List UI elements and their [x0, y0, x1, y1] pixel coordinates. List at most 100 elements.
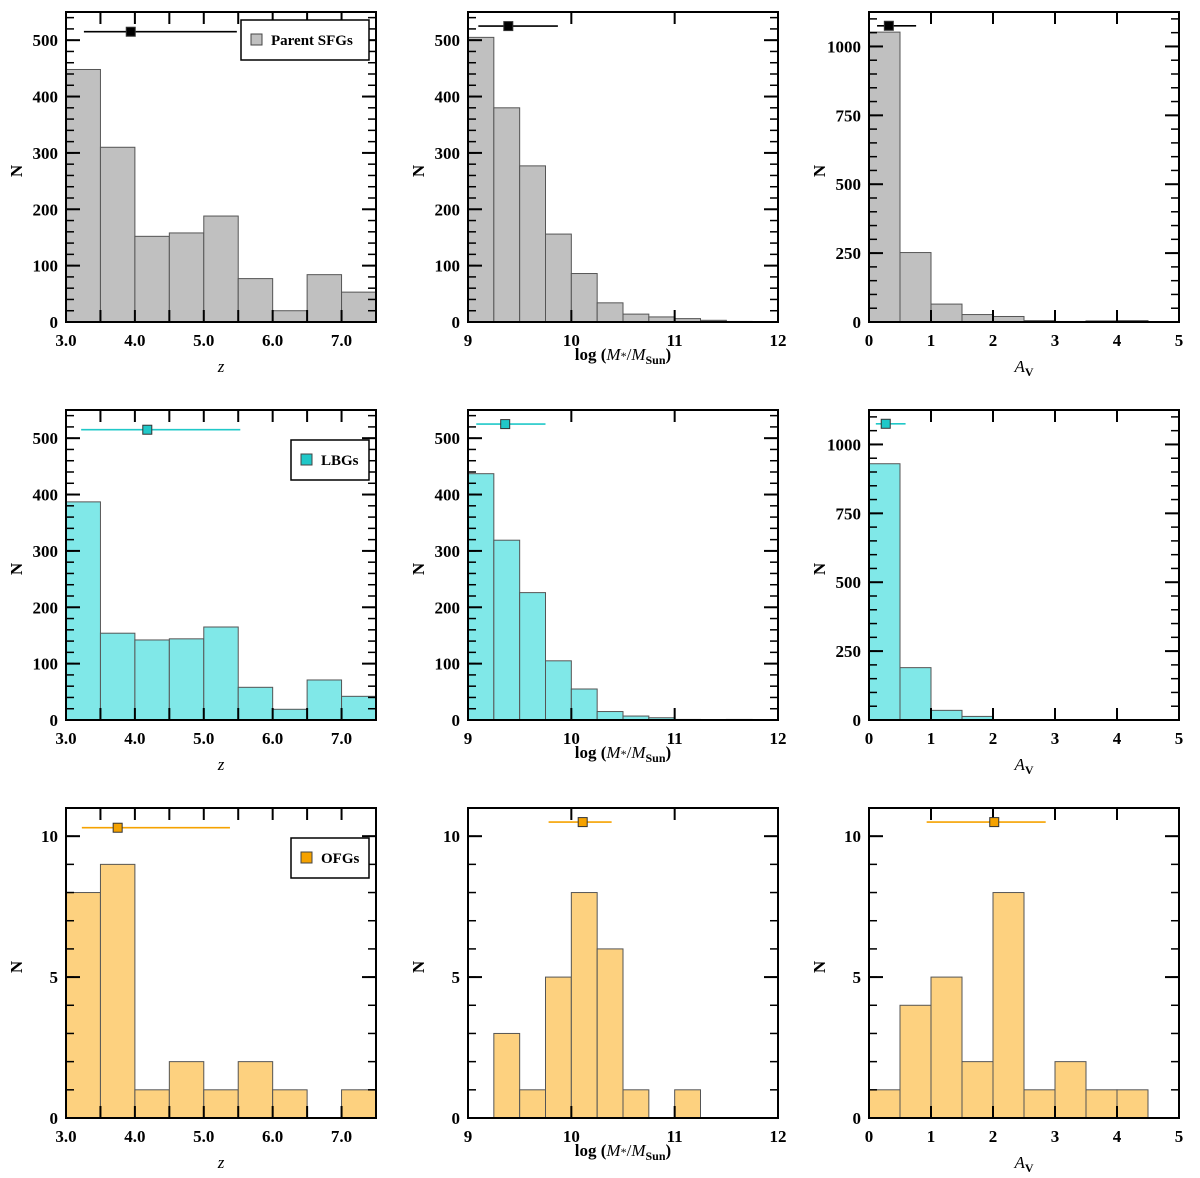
histogram-bar — [545, 660, 572, 721]
histogram-bar — [168, 638, 205, 721]
histogram-bar — [570, 273, 598, 323]
histogram-bar — [596, 948, 624, 1119]
histogram-bar — [203, 1089, 239, 1119]
x-tick-label: 7.0 — [331, 331, 352, 350]
y-axis-label: N — [409, 960, 428, 973]
legend-label: OFGs — [321, 851, 359, 867]
histogram-bar — [992, 892, 1025, 1119]
y-axis-label: N — [409, 164, 428, 177]
legend-swatch — [250, 33, 263, 46]
x-tick-label: 1 — [927, 1127, 936, 1146]
x-tick-label: 11 — [667, 1127, 683, 1146]
x-tick-label: 5 — [1175, 1127, 1184, 1146]
x-tick-label: 0 — [865, 729, 874, 748]
panel-ofg-z: 0 5 10 3.0 4.0 5.0 6.0 7.0 Nz OFGs — [7, 807, 377, 1172]
plot-frame — [467, 409, 779, 721]
x-tick-label: 4.0 — [124, 1127, 145, 1146]
histogram-bar — [899, 252, 932, 323]
y-tick-label: 200 — [33, 598, 59, 617]
legend: Parent SFGs — [240, 19, 370, 61]
y-axis-label: N — [810, 960, 829, 973]
histogram-bar — [134, 1089, 170, 1119]
y-tick-label: 200 — [435, 200, 461, 219]
y-tick-label: 750 — [836, 106, 862, 125]
histogram-bar — [596, 711, 624, 721]
histogram-bar — [341, 1089, 377, 1119]
y-tick-label: 500 — [435, 429, 461, 448]
histogram-bar — [493, 107, 521, 323]
x-tick-label: 3 — [1051, 729, 1060, 748]
x-axis-label: z — [217, 1153, 225, 1172]
y-tick-label: 200 — [33, 200, 59, 219]
histogram-bar — [341, 291, 377, 323]
x-tick-label: 9 — [464, 331, 473, 350]
histogram-bar — [237, 1061, 274, 1119]
histogram-bar — [868, 463, 901, 721]
x-tick-label: 7.0 — [331, 729, 352, 748]
legend-swatch — [300, 851, 313, 864]
x-axis-label: log (M*/MSun) — [575, 345, 671, 367]
y-tick-label: 400 — [435, 88, 461, 107]
panel-lbg-z: 0 100 200 300 400 500 3.0 4.0 5.0 6.0 7.0 Nz LBGs — [7, 409, 377, 774]
plot-frame — [65, 409, 377, 721]
y-tick-label: 0 — [452, 313, 461, 332]
y-tick-label: 500 — [836, 175, 862, 194]
y-tick-label: 500 — [836, 573, 862, 592]
median-marker — [500, 419, 511, 430]
histogram-bar — [899, 667, 932, 721]
y-tick-label: 100 — [33, 257, 59, 276]
histogram-bar — [961, 314, 994, 323]
histogram-bar — [930, 303, 963, 323]
y-tick-label: 400 — [435, 486, 461, 505]
histogram-bar — [930, 709, 963, 721]
median-marker — [112, 822, 123, 833]
y-axis-label: N — [810, 562, 829, 575]
y-tick-label: 0 — [50, 313, 59, 332]
median-marker — [125, 26, 136, 37]
y-tick-label: 5 — [853, 968, 862, 987]
panel-parent-av: 0 250 500 750 1000 0 1 2 3 4 5 N AV — [810, 11, 1184, 379]
x-tick-label: 2 — [989, 729, 998, 748]
y-axis-label: N — [409, 562, 428, 575]
x-tick-label: 10 — [563, 331, 580, 350]
histogram-bar — [570, 892, 598, 1119]
y-axis-label: N — [810, 164, 829, 177]
histogram-bar — [99, 863, 136, 1119]
histogram-bar — [1116, 1089, 1149, 1119]
x-tick-label: 4 — [1113, 729, 1122, 748]
y-axis-label: N — [7, 164, 26, 177]
x-tick-label: 2 — [989, 331, 998, 350]
plot-frame — [868, 409, 1180, 721]
legend: LBGs — [290, 439, 370, 481]
y-tick-label: 10 — [844, 827, 861, 846]
y-tick-label: 5 — [50, 968, 59, 987]
x-tick-label: 9 — [464, 729, 473, 748]
x-tick-label: 9 — [464, 1127, 473, 1146]
x-tick-label: 4 — [1113, 331, 1122, 350]
histogram-bar — [493, 539, 521, 721]
x-tick-label: 5 — [1175, 331, 1184, 350]
y-tick-label: 250 — [836, 244, 862, 263]
y-tick-label: 10 — [443, 827, 460, 846]
histogram-bar — [272, 708, 308, 721]
legend-swatch — [300, 453, 313, 466]
plot-frame — [467, 807, 779, 1119]
histogram-bar — [570, 688, 598, 721]
y-tick-label: 500 — [33, 429, 59, 448]
x-tick-label: 11 — [667, 729, 683, 748]
x-tick-label: 12 — [770, 331, 787, 350]
median-marker — [142, 424, 153, 435]
histogram-bar — [596, 302, 624, 323]
y-tick-label: 0 — [50, 1109, 59, 1128]
histogram-bar — [961, 1061, 994, 1119]
y-tick-label: 1000 — [827, 37, 861, 56]
x-tick-label: 5.0 — [193, 331, 214, 350]
x-tick-label: 12 — [770, 1127, 787, 1146]
y-tick-label: 500 — [435, 31, 461, 50]
panel-parent-z: 0 100 200 300 400 500 3.0 4.0 5.0 6.0 7.0 Nz Parent … — [7, 11, 377, 376]
y-tick-label: 400 — [33, 486, 59, 505]
x-tick-label: 2 — [989, 1127, 998, 1146]
